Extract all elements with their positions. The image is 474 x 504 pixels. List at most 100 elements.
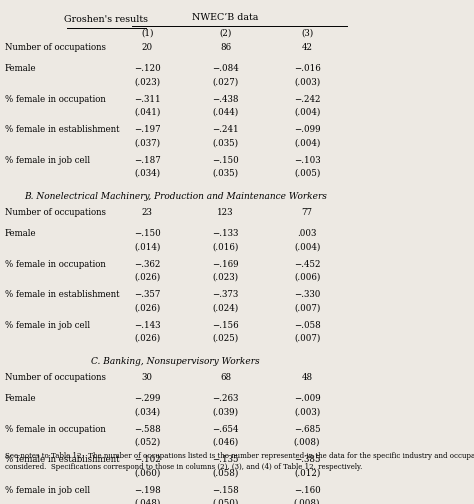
Text: (.023): (.023) <box>134 78 160 87</box>
Text: % female in establishment: % female in establishment <box>5 125 119 134</box>
Text: 48: 48 <box>301 373 313 383</box>
Text: −.311: −.311 <box>134 95 161 104</box>
Text: −.160: −.160 <box>294 485 320 494</box>
Text: (.023): (.023) <box>212 273 238 282</box>
Text: % female in occupation: % female in occupation <box>5 425 106 434</box>
Text: (.026): (.026) <box>134 273 160 282</box>
Text: (.027): (.027) <box>212 78 238 87</box>
Text: Number of occupations: Number of occupations <box>5 209 106 217</box>
Text: 86: 86 <box>220 43 231 52</box>
Text: (.060): (.060) <box>134 468 161 477</box>
Text: −.299: −.299 <box>134 395 161 404</box>
Text: (.008): (.008) <box>294 438 320 447</box>
Text: See notes to Table 12.  The number of occupations listed is the number represent: See notes to Table 12. The number of occ… <box>5 453 474 461</box>
Text: (.012): (.012) <box>294 468 320 477</box>
Text: −.158: −.158 <box>212 485 239 494</box>
Text: (3): (3) <box>301 29 313 37</box>
Text: (.050): (.050) <box>212 498 238 504</box>
Text: (.035): (.035) <box>212 138 238 147</box>
Text: (.039): (.039) <box>212 408 238 416</box>
Text: −.150: −.150 <box>212 156 239 165</box>
Text: −.120: −.120 <box>134 65 161 74</box>
Text: (.048): (.048) <box>134 498 161 504</box>
Text: (.034): (.034) <box>134 408 160 416</box>
Text: −.103: −.103 <box>294 156 320 165</box>
Text: −.197: −.197 <box>134 125 161 134</box>
Text: Number of occupations: Number of occupations <box>5 373 106 383</box>
Text: −.169: −.169 <box>212 260 239 269</box>
Text: −.009: −.009 <box>294 395 320 404</box>
Text: −.187: −.187 <box>134 156 161 165</box>
Text: (.003): (.003) <box>294 78 320 87</box>
Text: (.024): (.024) <box>212 303 238 312</box>
Text: (.004): (.004) <box>294 138 320 147</box>
Text: −.654: −.654 <box>212 425 239 434</box>
Text: 23: 23 <box>142 209 153 217</box>
Text: % female in establishment: % female in establishment <box>5 455 119 464</box>
Text: Female: Female <box>5 395 36 404</box>
Text: (.044): (.044) <box>212 108 238 117</box>
Text: (1): (1) <box>141 29 154 37</box>
Text: (.037): (.037) <box>134 138 160 147</box>
Text: (.006): (.006) <box>294 273 320 282</box>
Text: Groshen's results: Groshen's results <box>64 16 147 24</box>
Text: (.034): (.034) <box>134 169 160 178</box>
Text: (.025): (.025) <box>212 334 238 343</box>
Text: (.026): (.026) <box>134 334 160 343</box>
Text: (.026): (.026) <box>134 303 160 312</box>
Text: (.003): (.003) <box>294 408 320 416</box>
Text: (.007): (.007) <box>294 334 320 343</box>
Text: −.242: −.242 <box>294 95 320 104</box>
Text: % female in establishment: % female in establishment <box>5 290 119 299</box>
Text: 77: 77 <box>301 209 312 217</box>
Text: −.102: −.102 <box>134 455 161 464</box>
Text: −.016: −.016 <box>294 65 320 74</box>
Text: Number of occupations: Number of occupations <box>5 43 106 52</box>
Text: −.263: −.263 <box>212 395 238 404</box>
Text: % female in job cell: % female in job cell <box>5 321 90 330</box>
Text: % female in job cell: % female in job cell <box>5 156 90 165</box>
Text: (.008): (.008) <box>294 498 320 504</box>
Text: −.156: −.156 <box>212 321 239 330</box>
Text: (.035): (.035) <box>212 169 238 178</box>
Text: −.058: −.058 <box>294 321 320 330</box>
Text: NWEC’B data: NWEC’B data <box>192 13 259 22</box>
Text: −.685: −.685 <box>294 425 320 434</box>
Text: −.362: −.362 <box>134 260 161 269</box>
Text: (.014): (.014) <box>134 242 161 251</box>
Text: −.135: −.135 <box>212 455 239 464</box>
Text: (.058): (.058) <box>212 468 238 477</box>
Text: Female: Female <box>5 65 36 74</box>
Text: % female in occupation: % female in occupation <box>5 260 106 269</box>
Text: considered.  Specifications correspond to those in columns (2), (3), and (4) of : considered. Specifications correspond to… <box>5 463 362 471</box>
Text: −.133: −.133 <box>212 229 238 238</box>
Text: (.041): (.041) <box>134 108 161 117</box>
Text: −.357: −.357 <box>134 290 161 299</box>
Text: −.330: −.330 <box>294 290 320 299</box>
Text: −.150: −.150 <box>134 229 161 238</box>
Text: −.385: −.385 <box>294 455 320 464</box>
Text: (.004): (.004) <box>294 108 320 117</box>
Text: B. Nonelectrical Machinery, Production and Maintenance Workers: B. Nonelectrical Machinery, Production a… <box>24 192 327 201</box>
Text: (.007): (.007) <box>294 303 320 312</box>
Text: −.099: −.099 <box>294 125 320 134</box>
Text: 30: 30 <box>142 373 153 383</box>
Text: (.052): (.052) <box>134 438 160 447</box>
Text: .003: .003 <box>297 229 317 238</box>
Text: −.241: −.241 <box>212 125 239 134</box>
Text: 42: 42 <box>301 43 312 52</box>
Text: % female in job cell: % female in job cell <box>5 485 90 494</box>
Text: % female in occupation: % female in occupation <box>5 95 106 104</box>
Text: 123: 123 <box>217 209 234 217</box>
Text: Female: Female <box>5 229 36 238</box>
Text: (.046): (.046) <box>212 438 238 447</box>
Text: (.016): (.016) <box>212 242 238 251</box>
Text: −.438: −.438 <box>212 95 239 104</box>
Text: −.588: −.588 <box>134 425 161 434</box>
Text: −.452: −.452 <box>294 260 320 269</box>
Text: (2): (2) <box>219 29 232 37</box>
Text: 20: 20 <box>142 43 153 52</box>
Text: (.004): (.004) <box>294 242 320 251</box>
Text: −.198: −.198 <box>134 485 161 494</box>
Text: −.084: −.084 <box>212 65 239 74</box>
